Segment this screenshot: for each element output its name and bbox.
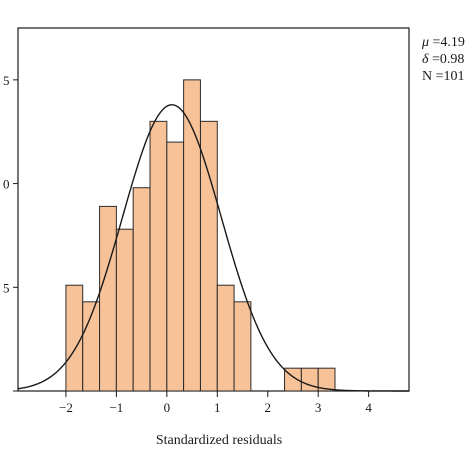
x-tick-label: 0 [164,400,171,415]
x-tick-label: −1 [109,400,123,415]
x-axis-ticks: −2 −1 0 1 2 3 4 [59,391,372,415]
stats-n: N =101 [422,69,465,84]
y-tick-label: 0 [3,177,10,192]
y-tick-label: 5 [3,73,10,88]
sd-symbol: δ [422,52,429,67]
x-axis-title: Standardized residuals [156,433,282,448]
x-tick-label: 2 [264,400,271,415]
histogram-bar [233,301,252,392]
histogram-bar [317,367,336,392]
x-tick-label: −2 [59,400,73,415]
histogram-bars [65,79,336,392]
y-axis-ticks: 5 0 5 [3,73,18,392]
histogram-bar [166,141,185,392]
mean-value: =4.19 [429,35,465,50]
histogram-bar [99,205,117,392]
stats-legend: μ =4.19 δ =0.98 N =101 [422,34,465,85]
histogram-bar [132,187,151,392]
histogram-bar [65,284,84,392]
x-tick-label: 4 [365,400,372,415]
sd-value: =0.98 [428,52,465,67]
histogram-bar [149,120,168,392]
x-tick-label: 3 [315,400,322,415]
normal-curve [17,104,409,392]
stats-sd: δ =0.98 [422,51,465,68]
mean-symbol: μ [422,35,430,50]
stats-mean: μ =4.19 [422,34,465,51]
histogram-bar [199,120,218,392]
x-tick-label: 1 [214,400,221,415]
histogram-bar [300,367,319,392]
y-tick-label: 5 [3,280,10,295]
histogram-bar [216,284,235,392]
histogram-bar [115,228,134,392]
